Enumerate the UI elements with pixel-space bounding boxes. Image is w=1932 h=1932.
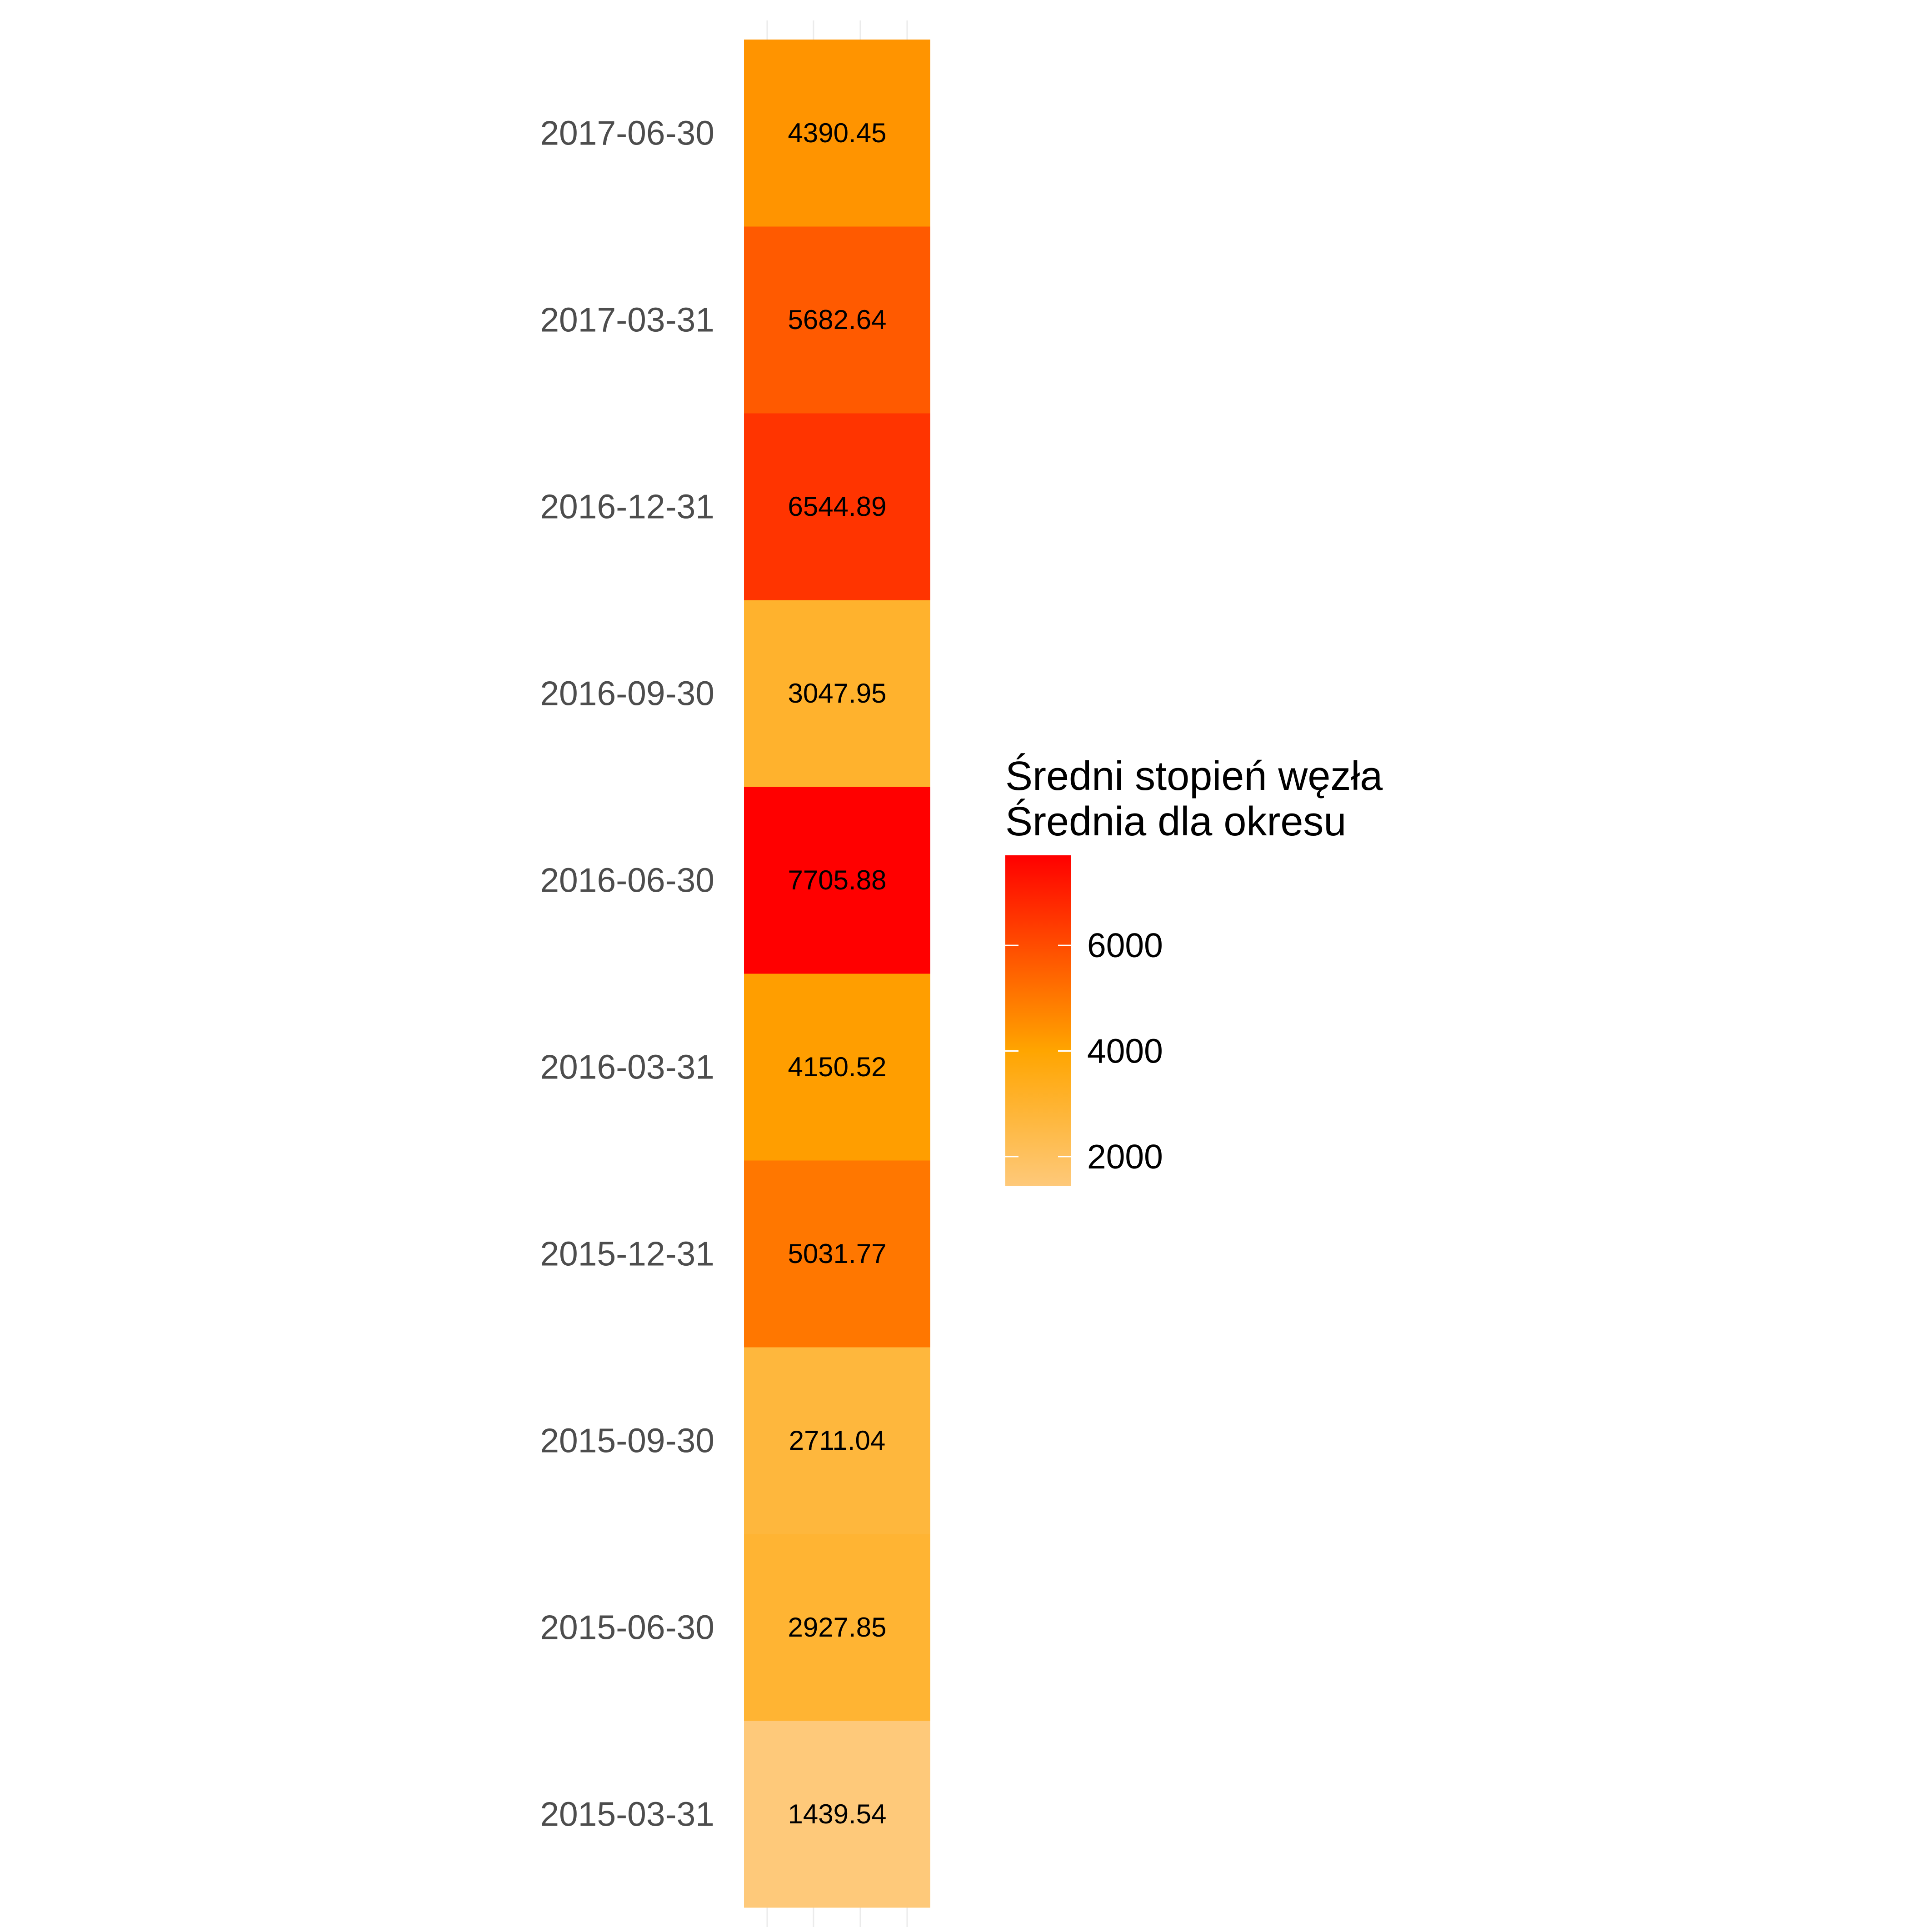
y-axis-tick-label: 2015-12-31 bbox=[540, 1235, 714, 1273]
cell-value-label: 4150.52 bbox=[788, 1052, 887, 1082]
heatmap-tile bbox=[744, 40, 930, 227]
y-axis-tick-label: 2017-03-31 bbox=[540, 301, 714, 339]
y-axis-tick-label: 2015-03-31 bbox=[540, 1795, 714, 1833]
cell-value-label: 5682.64 bbox=[788, 305, 887, 335]
y-axis-tick-label: 2016-06-30 bbox=[540, 861, 714, 899]
cell-value-labels: 1439.54 2927.85 2711.04 5031.77 4150.52 7705.… bbox=[788, 118, 887, 1829]
cell-value-label: 6544.89 bbox=[788, 491, 887, 522]
heatmap-tile bbox=[744, 226, 930, 414]
cell-value-label: 7705.88 bbox=[788, 865, 887, 895]
y-axis-tick-label: 2016-09-30 bbox=[540, 674, 714, 713]
legend-color-bar bbox=[1005, 855, 1071, 1186]
heatmap-tile bbox=[744, 600, 930, 787]
heatmap-tile bbox=[744, 1347, 930, 1534]
heatmap-tile bbox=[744, 1721, 930, 1908]
heatmap-tile bbox=[744, 1534, 930, 1721]
y-axis-tick-label: 2015-06-30 bbox=[540, 1608, 714, 1647]
heatmap-tile bbox=[744, 413, 930, 600]
color-legend: Średni stopień węzła Średnia dla okresu … bbox=[1005, 753, 1383, 1186]
heatmap-tile bbox=[744, 787, 930, 974]
legend-title-line-1: Średni stopień węzła bbox=[1005, 753, 1383, 799]
y-axis-tick-labels: 2015-03-31 2015-06-30 2015-09-30 2015-12-31… bbox=[540, 114, 714, 1833]
cell-value-label: 4390.45 bbox=[788, 118, 887, 148]
heatmap-tile bbox=[744, 1160, 930, 1348]
cell-value-label: 2711.04 bbox=[789, 1425, 885, 1456]
legend-tick-label: 4000 bbox=[1087, 1032, 1163, 1070]
legend-title-line-2: Średnia dla okresu bbox=[1005, 798, 1346, 844]
heatmap-tiles bbox=[744, 40, 930, 1908]
cell-value-label: 5031.77 bbox=[788, 1238, 887, 1269]
heatmap-tile bbox=[744, 973, 930, 1161]
legend-ticks: 2000 4000 6000 bbox=[1005, 926, 1163, 1176]
cell-value-label: 3047.95 bbox=[788, 678, 887, 709]
y-axis-tick-label: 2017-06-30 bbox=[540, 114, 714, 152]
y-axis-tick-label: 2015-09-30 bbox=[540, 1422, 714, 1460]
cell-value-label: 1439.54 bbox=[788, 1799, 887, 1829]
legend-tick-label: 6000 bbox=[1087, 926, 1163, 964]
y-axis-tick-label: 2016-12-31 bbox=[540, 488, 714, 526]
legend-tick-label: 2000 bbox=[1087, 1138, 1163, 1176]
cell-value-label: 2927.85 bbox=[788, 1612, 887, 1642]
y-axis-tick-label: 2016-03-31 bbox=[540, 1048, 714, 1086]
